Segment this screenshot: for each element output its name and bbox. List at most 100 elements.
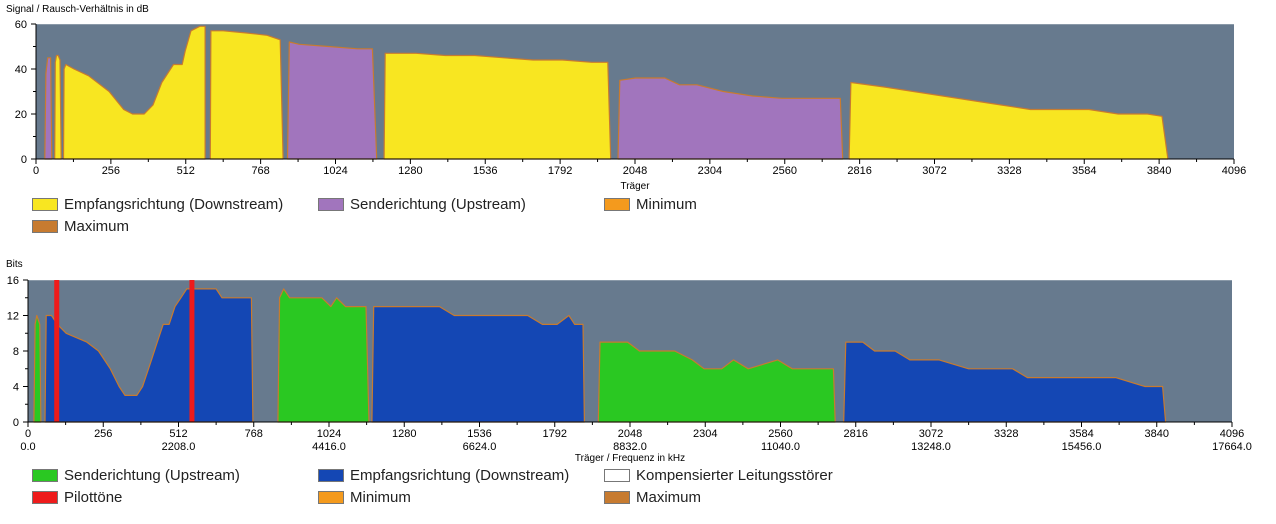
bits-legend-item-3: Kompensierter Leitungsstörer [604, 467, 833, 484]
x-tick-label-13: 3328 [997, 165, 1021, 177]
bits-legend-swatch-2 [318, 469, 344, 482]
y-tick-label-0: 0 [21, 154, 27, 166]
x-tick-label-3: 768 [251, 165, 269, 177]
bits-legend-item-6: Maximum [604, 489, 701, 506]
x-axis-label: Träger / Frequenz in kHz [575, 453, 685, 464]
x-tick-label-7: 1792 [548, 165, 572, 177]
x-tick-label-14: 3584 [1069, 428, 1093, 440]
snr-legend-item-3: Minimum [604, 196, 697, 213]
bits-legend-item-4: Pilottöne [32, 489, 122, 506]
series-1-segment-2 [277, 288, 370, 423]
x-tick-label-8: 2048 [618, 428, 642, 440]
bits-chart: Bits 0 4 8 12 16 0 256 512 768 1024 1280 1536 1792 204… [6, 259, 1252, 464]
x-khz-label-4: 8832.0 [613, 441, 647, 453]
x-khz-label-1: 2208.0 [162, 441, 196, 453]
bits-legend-item-1: Senderichtung (Upstream) [32, 467, 240, 484]
x-tick-label-10: 2560 [768, 428, 792, 440]
snr-legend-label-1: Empfangsrichtung (Downstream) [64, 196, 284, 213]
snr-legend-swatch-4 [32, 220, 58, 233]
x-tick-label-6: 1536 [467, 428, 491, 440]
series-1-segment-1 [33, 314, 42, 423]
bits-legend-item-2: Empfangsrichtung (Downstream) [318, 467, 569, 484]
snr-legend-label-2: Senderichtung (Upstream) [350, 196, 526, 213]
x-tick-label-16: 4096 [1220, 428, 1244, 440]
x-tick-label-11: 2816 [847, 165, 871, 177]
x-tick-label-0: 0 [25, 428, 31, 440]
bits-legend-label-2: Empfangsrichtung (Downstream) [350, 467, 570, 484]
x-tick-label-7: 1792 [543, 428, 567, 440]
x-khz-label-3: 6624.0 [463, 441, 497, 453]
y-tick-label-3: 60 [15, 19, 27, 31]
series-2-segment-3 [617, 77, 844, 160]
x-khz-label-0: 0.0 [20, 441, 35, 453]
bits-legend-label-5: Minimum [350, 489, 411, 506]
series-1-segment-2 [62, 25, 206, 160]
bits-legend-swatch-1 [32, 469, 58, 482]
x-tick-label-16: 4096 [1222, 165, 1246, 177]
x-tick-label-10: 2560 [773, 165, 797, 177]
series-1-segment-5 [848, 81, 1169, 160]
series-1-segment-3 [209, 30, 284, 160]
series-2-segment-2 [371, 305, 586, 423]
y-tick-label-1: 20 [15, 109, 27, 121]
bits-legend-swatch-6 [604, 491, 630, 504]
y-tick-label-0: 0 [13, 417, 19, 429]
snr-legend-swatch-2 [318, 198, 344, 211]
x-khz-label-8: 17664.0 [1212, 441, 1252, 453]
series-2-segment-1 [44, 288, 254, 423]
snr-legend-item-4: Maximum [32, 218, 129, 235]
bits-legend: Senderichtung (Upstream) Empfangsrichtung… [0, 467, 1276, 511]
x-tick-label-11: 2816 [844, 428, 868, 440]
x-tick-label-15: 3840 [1145, 428, 1169, 440]
series-2-segment-1 [44, 57, 53, 160]
snr-legend: Empfangsrichtung (Downstream) Senderichtu… [0, 196, 1276, 240]
x-tick-label-2: 512 [177, 165, 195, 177]
x-tick-label-5: 1280 [392, 428, 416, 440]
bits-legend-label-3: Kompensierter Leitungsstörer [636, 467, 833, 484]
pilot-tone-2 [189, 280, 195, 422]
x-tick-label-1: 256 [94, 428, 112, 440]
x-khz-label-2: 4416.0 [312, 441, 346, 453]
y-tick-label-2: 8 [13, 346, 19, 358]
bits-legend-label-1: Senderichtung (Upstream) [64, 467, 240, 484]
x-tick-label-15: 3840 [1147, 165, 1171, 177]
snr-legend-item-2: Senderichtung (Upstream) [318, 196, 526, 213]
series-1-segment-1 [54, 54, 62, 160]
series-1-segment-4 [383, 52, 612, 160]
x-tick-label-4: 1024 [317, 428, 341, 440]
x-tick-label-5: 1280 [398, 165, 422, 177]
x-tick-label-0: 0 [33, 165, 39, 177]
snr-chart: Signal / Rausch-Verhältnis in dB 0 20 40 60 0… [6, 4, 1246, 192]
x-tick-label-8: 2048 [623, 165, 647, 177]
x-tick-label-1: 256 [102, 165, 120, 177]
pilot-tone-1 [54, 280, 60, 422]
x-tick-label-13: 3328 [994, 428, 1018, 440]
x-tick-label-9: 2304 [698, 165, 722, 177]
bits-legend-label-6: Maximum [636, 489, 702, 506]
x-tick-label-12: 3072 [922, 165, 946, 177]
x-tick-label-2: 512 [169, 428, 187, 440]
x-khz-label-6: 13248.0 [911, 441, 951, 453]
chart-title: Signal / Rausch-Verhältnis in dB [6, 4, 149, 15]
x-khz-label-7: 15456.0 [1062, 441, 1102, 453]
snr-legend-swatch-3 [604, 198, 630, 211]
x-tick-label-9: 2304 [693, 428, 717, 440]
y-tick-label-1: 4 [13, 382, 19, 394]
x-tick-label-6: 1536 [473, 165, 497, 177]
bits-legend-swatch-5 [318, 491, 344, 504]
snr-legend-label-3: Minimum [636, 196, 697, 213]
snr-legend-swatch-1 [32, 198, 58, 211]
y-tick-label-4: 16 [7, 275, 19, 287]
series-2-segment-2 [286, 41, 378, 160]
series-1-segment-3 [597, 341, 836, 423]
snr-legend-label-4: Maximum [64, 218, 130, 235]
y-tick-label-2: 40 [15, 64, 27, 76]
x-axis-label: Träger [620, 181, 650, 192]
bits-legend-item-5: Minimum [318, 489, 411, 506]
bits-legend-swatch-3 [604, 469, 630, 482]
x-tick-label-3: 768 [245, 428, 263, 440]
x-tick-label-12: 3072 [919, 428, 943, 440]
chart-title: Bits [6, 259, 23, 270]
bits-legend-label-4: Pilottöne [64, 489, 123, 506]
y-tick-label-3: 12 [7, 311, 19, 323]
